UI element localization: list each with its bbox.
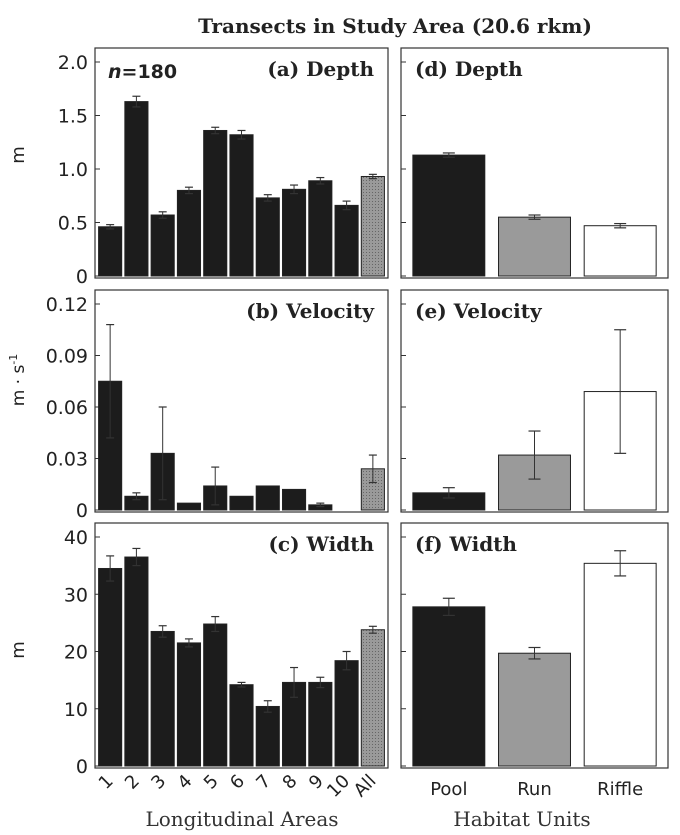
- panel-frame: [400, 289, 669, 513]
- bar: [203, 129, 228, 277]
- panel-depth-d: (d) Depth: [400, 47, 669, 279]
- bar: [124, 556, 149, 767]
- y-tick-label: 0: [76, 756, 88, 778]
- bar: [334, 660, 359, 767]
- y-tick-label: 20: [64, 642, 88, 664]
- y-tick-label: 30: [64, 584, 88, 606]
- panel-width-f: (f) Width Pool Run Riffle: [400, 522, 669, 800]
- bar: [583, 562, 657, 767]
- x-tick-label: 9: [305, 771, 328, 794]
- panel-title: (d) Depth: [415, 57, 523, 81]
- bar-hatch: [361, 629, 385, 766]
- bar: [229, 495, 254, 511]
- bar-hatch: [361, 468, 385, 510]
- y-tick-label: 2.0: [58, 52, 88, 74]
- x-tick-label: 6: [226, 771, 249, 794]
- y-tick-label: 0.12: [46, 294, 88, 316]
- bar: [98, 567, 123, 767]
- bar: [176, 642, 202, 767]
- x-tick-label: 1: [95, 771, 118, 794]
- bar: [498, 216, 571, 277]
- left-x-axis-label: Longitudinal Areas: [145, 807, 338, 831]
- bar: [150, 214, 175, 277]
- y-tick-label: 40: [64, 527, 88, 549]
- panel-title: (c) Width: [268, 532, 374, 556]
- panel-velocity-b: 0 0.03 0.06 0.09 0.12 (b) Velocity: [46, 289, 389, 522]
- x-tick-label: Pool: [430, 779, 467, 800]
- sample-size-label: n=180: [108, 61, 177, 83]
- bar: [281, 188, 307, 277]
- y-unit-label-depth: m: [8, 146, 29, 164]
- y-tick-label: 0.03: [46, 449, 88, 471]
- x-tick-label: 2: [121, 771, 144, 794]
- panel-depth-a: 0 0.5 1.0 1.5 2.0 (a) Depth: [58, 47, 389, 288]
- panel-title: (a) Depth: [267, 57, 374, 81]
- y-tick-label: 1.0: [58, 159, 88, 181]
- bar: [583, 225, 657, 277]
- panel-frame: [94, 289, 389, 513]
- y-unit-label-velocity: m · s-1: [7, 354, 29, 407]
- bar: [255, 485, 280, 511]
- bar: [255, 197, 280, 277]
- bar: [255, 705, 280, 767]
- panel-frame: [94, 47, 389, 279]
- panel-title: (f) Width: [415, 532, 517, 556]
- bar: [124, 101, 149, 277]
- x-tick-label: 5: [200, 771, 223, 794]
- right-x-axis-label: Habitat Units: [453, 807, 590, 831]
- panel-title: (b) Velocity: [246, 299, 375, 323]
- bar: [203, 623, 228, 767]
- x-tick-label: 4: [174, 771, 197, 794]
- bar: [498, 652, 571, 767]
- bar: [176, 502, 202, 511]
- y-tick-label: 1.5: [58, 106, 88, 128]
- panel-frame: [94, 522, 389, 769]
- y-tick-label: 0.5: [58, 213, 88, 235]
- bar: [308, 180, 333, 277]
- figure-title: Transects in Study Area (20.6 rkm): [198, 14, 592, 38]
- y-unit-label-width: m: [8, 641, 29, 659]
- bar: [334, 204, 359, 277]
- y-tick-label: 0.09: [46, 346, 88, 368]
- panel-title: (e) Velocity: [415, 299, 543, 323]
- bar: [229, 134, 254, 277]
- panel-frame: [400, 522, 669, 769]
- x-tick-label: 7: [252, 771, 275, 794]
- bar: [308, 681, 333, 767]
- x-tick-label: Run: [517, 779, 552, 800]
- y-tick-label: 0: [76, 266, 88, 288]
- panel-velocity-e: (e) Velocity: [400, 289, 669, 513]
- bar: [150, 630, 175, 767]
- y-tick-label: 10: [64, 699, 88, 721]
- y-tick-label: 0: [76, 500, 88, 522]
- x-tick-label: Riffle: [597, 779, 643, 800]
- bar: [412, 606, 486, 767]
- bar: [229, 684, 254, 767]
- bar-hatch: [361, 176, 385, 276]
- bar: [281, 488, 307, 511]
- x-tick-label: All: [350, 771, 381, 802]
- bar: [412, 154, 486, 277]
- bar: [176, 189, 202, 277]
- x-tick-label: 3: [147, 771, 170, 794]
- x-tick-label: 8: [279, 771, 302, 794]
- y-tick-label: 0.06: [46, 397, 88, 419]
- bar: [98, 226, 123, 277]
- panel-frame: [400, 47, 669, 279]
